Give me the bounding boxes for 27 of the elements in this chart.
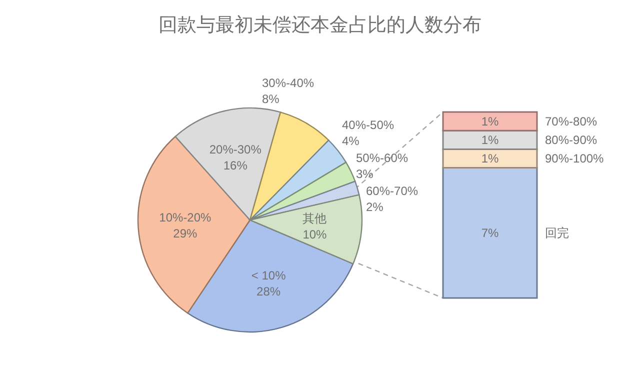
series-label: 70%-80% — [545, 114, 598, 128]
data-label: 1% — [481, 132, 499, 147]
slice-label: 30%-40% — [262, 76, 314, 90]
series-label: 80%-90% — [545, 132, 598, 147]
data-label: 29% — [173, 226, 198, 241]
bar — [442, 111, 538, 132]
data-label: 4% — [342, 134, 360, 148]
data-label: 2% — [366, 200, 384, 214]
data-label: 8% — [262, 92, 280, 106]
slice-label: 50%-60% — [356, 151, 408, 165]
chart-title: 回款与最初未偿还本金占比的人数分布 — [158, 14, 482, 38]
bar — [442, 167, 538, 299]
slice-label: 10%-20% — [159, 210, 212, 225]
slice-label: 其他 — [302, 212, 327, 226]
data-label: 1% — [481, 114, 499, 128]
data-label: 16% — [223, 158, 248, 173]
slice-label: 20%-30% — [209, 142, 262, 157]
data-label: 28% — [256, 284, 281, 298]
series-label: 回完 — [545, 226, 569, 240]
slice-label: 40%-50% — [342, 118, 394, 132]
series-label: 90%-100% — [545, 152, 604, 166]
slice-label: < 10% — [251, 268, 286, 282]
data-label: 7% — [481, 226, 499, 240]
slice-label: 60%-70% — [366, 184, 418, 198]
data-label: 3% — [356, 167, 374, 181]
data-label: 10% — [302, 228, 328, 242]
data-label: 1% — [481, 152, 499, 166]
